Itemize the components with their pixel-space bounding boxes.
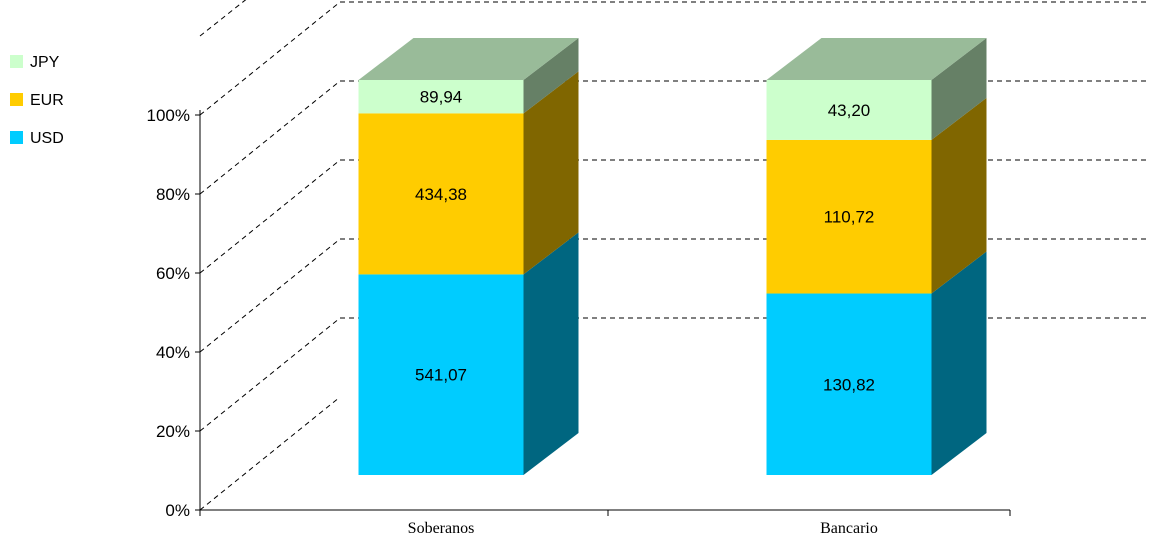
gridlines [199, 0, 1149, 511]
legend-label-eur: EUR [30, 92, 64, 109]
data-label-jpy: 89,94 [420, 88, 463, 107]
bar-jpy-top [766, 38, 987, 80]
data-label-usd: 130,82 [823, 375, 875, 394]
data-label-eur: 110,72 [824, 208, 875, 227]
bar-usd-side [931, 251, 987, 475]
bar-eur-side [931, 97, 987, 294]
data-label-usd: 541,07 [415, 366, 467, 385]
y-tick-label: 0% [165, 501, 190, 520]
gridline-diagonal [199, 396, 341, 511]
data-label-eur: 434,38 [415, 185, 467, 204]
bar-usd-front [766, 293, 932, 475]
bar-jpy-front [766, 80, 932, 140]
data-label-jpy: 43,20 [828, 101, 871, 120]
gridline-diagonal [199, 1, 341, 116]
legend-swatch-usd [10, 131, 23, 144]
legend: JPY EUR USD [10, 54, 64, 147]
legend-swatch-eur [10, 93, 23, 106]
axes: 0% 20% 40% 60% 80% 100% Soberanos Bancario [147, 106, 1011, 537]
bar-jpy-side [523, 38, 579, 114]
bar-usd-front [358, 274, 524, 475]
legend-swatch-jpy [10, 55, 23, 68]
bar-eur-front [766, 139, 932, 294]
bars [358, 38, 987, 475]
bar-eur-side [523, 71, 579, 275]
bar-usd-side [523, 232, 579, 475]
y-tick-label: 80% [156, 185, 190, 204]
gridline-diagonal [199, 0, 247, 37]
x-tick-label: Soberanos [408, 520, 475, 537]
x-tick-label: Bancario [820, 520, 878, 537]
y-tick-label: 40% [156, 343, 190, 362]
bar-jpy-side [931, 38, 987, 140]
gridline-diagonal [199, 317, 341, 432]
data-labels: 541,07 434,38 89,94 130,82 110,72 43,20 [415, 88, 875, 395]
y-tick-label: 20% [156, 422, 190, 441]
gridline-diagonal [199, 159, 341, 274]
bar-jpy-front [358, 80, 524, 114]
gridline-diagonal [199, 80, 341, 195]
y-tick-label: 100% [147, 106, 190, 125]
bar-eur-front [358, 113, 524, 275]
bar-jpy-top [358, 38, 579, 80]
y-tick-label: 60% [156, 264, 190, 283]
legend-label-jpy: JPY [30, 54, 60, 71]
gridline-diagonal [199, 238, 341, 353]
legend-label-usd: USD [30, 130, 64, 147]
